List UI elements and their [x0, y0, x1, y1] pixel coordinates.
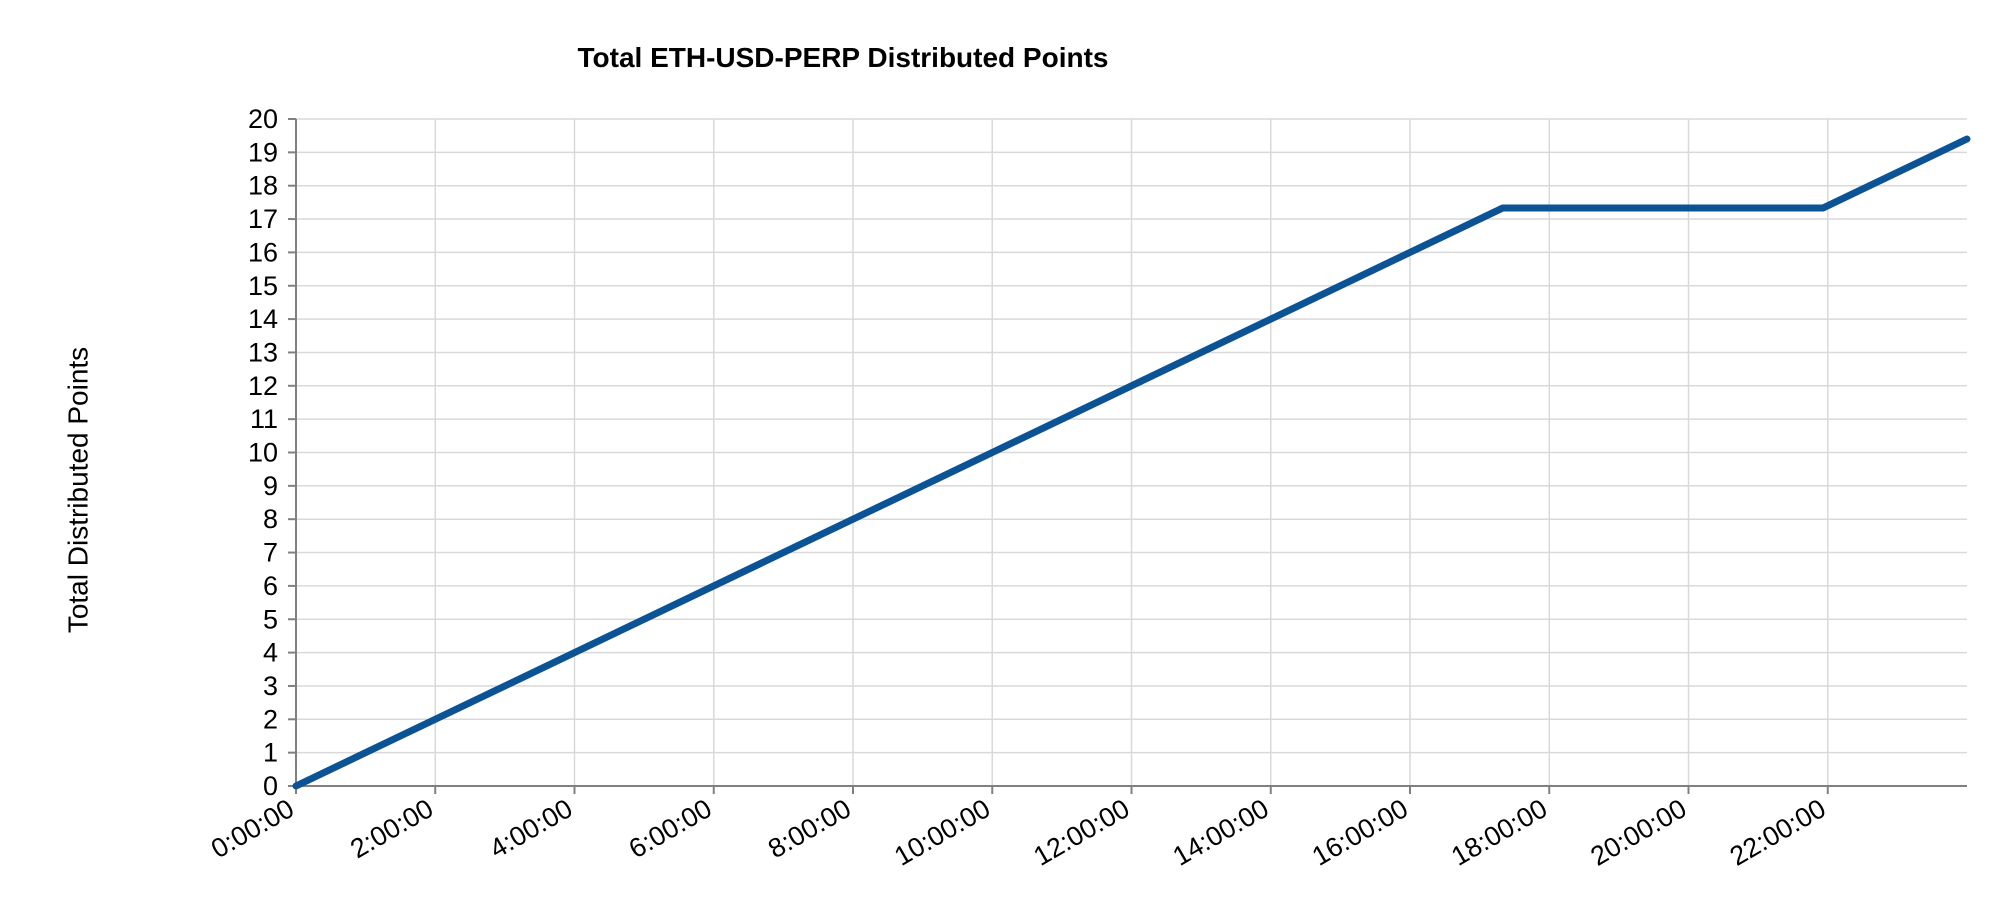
y-tick-label: 10 [248, 438, 278, 468]
x-tick-label: 22:00:00 [1725, 793, 1831, 872]
y-tick-label: 11 [250, 404, 278, 434]
y-tick-label: 5 [263, 604, 278, 634]
y-tick-label: 0 [263, 771, 278, 801]
y-tick-label: 19 [248, 137, 278, 167]
y-tick-label: 6 [263, 571, 278, 601]
axis-layer [288, 118, 1967, 794]
x-tick-label: 6:00:00 [624, 793, 717, 864]
x-tick-label: 18:00:00 [1446, 793, 1552, 872]
y-tick-label: 1 [263, 738, 278, 768]
y-tick-label: 13 [248, 337, 278, 367]
series-layer [292, 135, 1971, 790]
y-tick-label: 8 [263, 504, 278, 534]
y-tick-label: 3 [263, 671, 278, 701]
x-tick-label: 12:00:00 [1028, 793, 1134, 872]
y-tick-label: 4 [263, 638, 278, 668]
x-tick-label: 8:00:00 [763, 793, 856, 864]
y-tick-label: 17 [248, 204, 278, 234]
y-tick-label: 14 [248, 304, 278, 334]
x-tick-label: 4:00:00 [484, 793, 577, 864]
y-tick-label: 16 [248, 237, 278, 267]
y-tick-label: 18 [248, 171, 278, 201]
x-tick-label: 20:00:00 [1585, 793, 1691, 872]
x-tick-label: 14:00:00 [1168, 793, 1274, 872]
grid-layer [296, 118, 1967, 786]
x-tick-labels: 0:00:00 2:00:00 4:00:00 6:00:00 8:00:00 10:00… [206, 793, 1831, 872]
y-tick-label: 2 [263, 704, 278, 734]
y-tick-label: 9 [263, 471, 278, 501]
y-tick-label: 15 [248, 271, 278, 301]
x-tick-label: 2:00:00 [345, 793, 438, 864]
x-tick-label: 0:00:00 [206, 793, 299, 864]
y-tick-label: 7 [263, 538, 278, 568]
y-axis-label: Total Distributed Points [62, 347, 93, 633]
chart-title: Total ETH-USD-PERP Distributed Points [578, 42, 1109, 73]
y-tick-label: 12 [248, 371, 278, 401]
y-tick-label: 20 [248, 104, 278, 134]
series-line [292, 135, 1971, 790]
x-tick-label: 16:00:00 [1307, 793, 1413, 872]
x-tick-label: 10:00:00 [889, 793, 995, 872]
